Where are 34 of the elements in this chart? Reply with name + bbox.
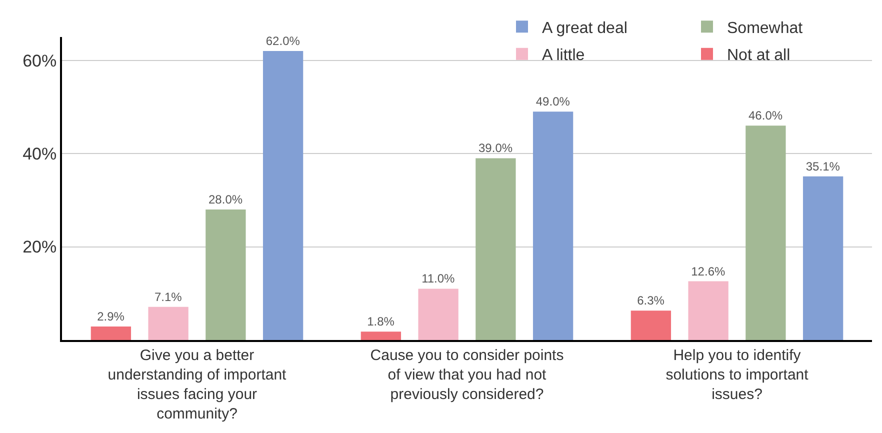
bar (90, 326, 132, 340)
bar (206, 209, 246, 340)
bar (688, 281, 728, 340)
legend-label: Somewhat (727, 20, 804, 37)
legend-label: A little (542, 47, 585, 64)
bar (360, 332, 402, 340)
bar (418, 288, 458, 340)
data-label: 46.0% (748, 108, 783, 123)
x-tick-label: Give you a better understanding of important issues facing your community? (108, 347, 288, 422)
bar (802, 176, 844, 340)
bar (262, 50, 304, 340)
data-label: 62.0% (266, 34, 300, 48)
data-label: 6.3% (637, 294, 665, 308)
y-tick-label: 20% (22, 238, 57, 257)
bar (746, 126, 786, 340)
data-label: 35.1% (806, 159, 840, 174)
bar (532, 112, 574, 340)
data-label: 7.1% (154, 290, 182, 304)
data-label: 49.0% (536, 94, 570, 109)
data-label: 28.0% (208, 192, 243, 206)
data-label: 12.6% (691, 264, 726, 278)
x-tick-label: Cause you to consider points of view that you had not previously considered? (370, 347, 564, 403)
data-label: 2.9% (97, 309, 125, 324)
bar (630, 310, 672, 340)
data-label: 39.0% (478, 141, 513, 156)
legend-label: Not at all (727, 47, 790, 64)
y-tick-label: 40% (22, 144, 57, 164)
x-tick-label: Help you to identify solutions to important issues? (666, 347, 810, 403)
data-label: 1.8% (367, 314, 395, 329)
legend-label: A great deal (542, 20, 628, 37)
y-tick-label: 60% (22, 51, 57, 70)
data-label: 11.0% (422, 272, 456, 286)
bar (148, 306, 188, 340)
bar (476, 158, 516, 340)
